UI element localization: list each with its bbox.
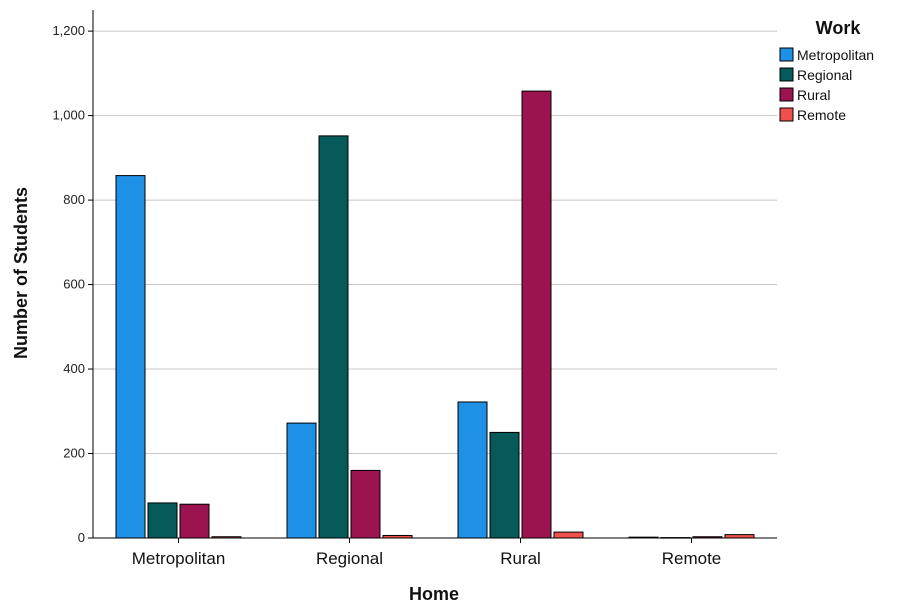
bar-remote-regional xyxy=(660,537,691,539)
bar-metropolitan-regional xyxy=(147,502,178,539)
x-tick-label: Rural xyxy=(500,549,541,568)
bar-metropolitan-remote xyxy=(211,536,242,539)
bar-remote-metropolitan xyxy=(628,536,659,539)
legend-title: Work xyxy=(816,18,862,38)
x-axis-title: Home xyxy=(409,584,459,604)
bar-rural-regional xyxy=(489,431,520,539)
y-tick-label: 200 xyxy=(63,446,85,461)
bar-metropolitan-metropolitan xyxy=(115,175,146,539)
bar-metropolitan-rural xyxy=(179,503,210,539)
bar-rural-remote xyxy=(553,531,584,539)
bar-regional-remote xyxy=(382,534,413,539)
y-axis-ticks: 0 200 400 600 800 1,000 1,200 xyxy=(52,23,93,545)
legend-label: Regional xyxy=(797,67,852,83)
bar-remote-remote xyxy=(724,534,755,539)
legend-label: Rural xyxy=(797,87,830,103)
y-tick-label: 800 xyxy=(63,192,85,207)
y-tick-label: 0 xyxy=(78,530,85,545)
y-tick-label: 600 xyxy=(63,277,85,292)
legend-item-metropolitan: Metropolitan xyxy=(779,47,874,63)
gridlines xyxy=(93,30,777,455)
legend-swatch xyxy=(779,67,794,82)
y-axis-title: Number of Students xyxy=(11,187,31,359)
bar-remote-rural xyxy=(692,536,723,539)
y-tick-label: 1,000 xyxy=(52,108,85,123)
x-tick-label: Remote xyxy=(662,549,722,568)
bar-regional-rural xyxy=(350,469,381,539)
legend-swatch xyxy=(779,107,794,122)
bar-rural-rural xyxy=(521,90,552,539)
legend-swatch xyxy=(779,87,794,102)
legend-item-remote: Remote xyxy=(779,107,846,123)
legend-item-regional: Regional xyxy=(779,67,852,83)
legend-label: Metropolitan xyxy=(797,47,874,63)
y-tick-label: 1,200 xyxy=(52,23,85,38)
bar-regional-metropolitan xyxy=(286,422,317,539)
bar-regional-regional xyxy=(318,135,349,539)
legend: Work Metropolitan Regional Rural Remote xyxy=(779,18,874,123)
y-tick-label: 400 xyxy=(63,361,85,376)
x-tick-label: Metropolitan xyxy=(132,549,226,568)
legend-label: Remote xyxy=(797,107,846,123)
legend-swatch xyxy=(779,47,794,62)
legend-item-rural: Rural xyxy=(779,87,830,103)
bar-rural-metropolitan xyxy=(457,401,488,539)
x-axis-ticks: Metropolitan Regional Rural Remote xyxy=(132,538,722,568)
x-tick-label: Regional xyxy=(316,549,383,568)
bars xyxy=(115,90,755,539)
